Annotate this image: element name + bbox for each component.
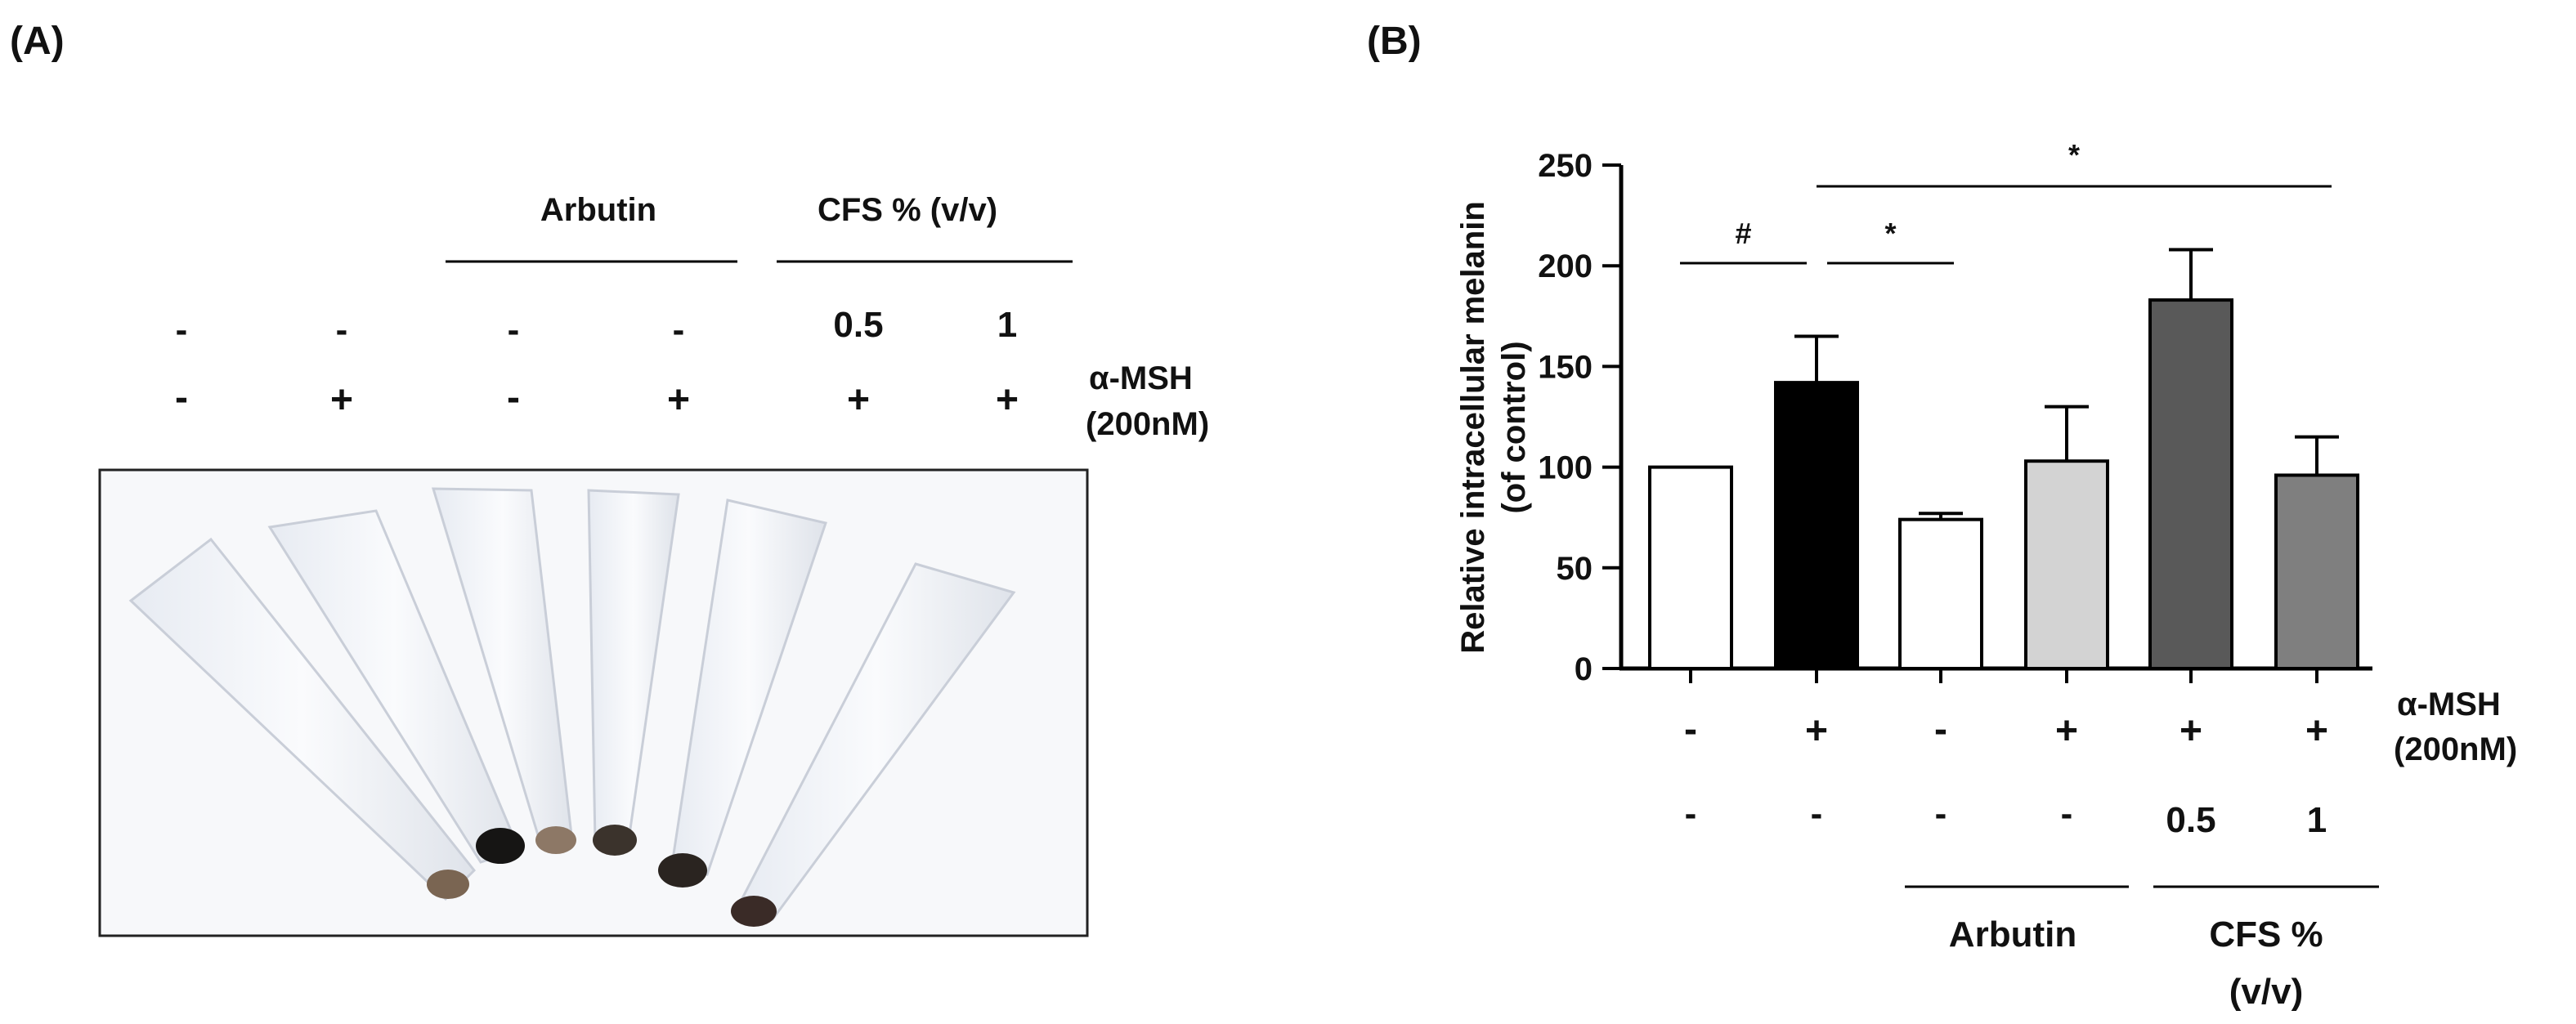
panel-a-msh-label: α-MSH [1089, 360, 1193, 396]
panel-a-cfs-cell: 1 [997, 305, 1017, 345]
panel-a-label: (A) [10, 20, 65, 63]
tube-1 [128, 537, 477, 901]
panel-a-cfs-label: CFS % (v/v) [818, 192, 997, 228]
tube-6 [731, 562, 1016, 927]
bar-2 [1774, 381, 1859, 670]
panel-b-cfs-cell: 1 [2307, 800, 2327, 840]
panel-b-cfs-cell: - [1811, 794, 1823, 834]
panel-a-cfs-cell: - [336, 310, 348, 350]
tube-2 [267, 509, 525, 864]
significance-symbol-3: * [2068, 138, 2080, 172]
panel-b-cfs-label-line2: (v/v) [2229, 972, 2303, 1012]
panel-a-msh-cell: + [330, 378, 353, 422]
y-tick-label: 200 [1538, 248, 1593, 284]
panel-b-msh-cell: - [1934, 708, 1947, 751]
panel-a-msh-cell: + [996, 378, 1019, 422]
panel-a-msh-cell: - [175, 376, 188, 419]
bar-4 [2024, 459, 2109, 671]
tube-4 [587, 489, 680, 856]
y-tick-label: 100 [1538, 450, 1593, 486]
panel-b-cfs-cell: - [1685, 794, 1697, 834]
panel-a-msh-cell: + [847, 378, 870, 422]
panel-b-msh-conc: (200nM) [2394, 731, 2517, 767]
bar-3 [1898, 517, 1983, 670]
tube-3 [431, 487, 576, 854]
panel-a-msh-cell: + [667, 378, 690, 422]
panel-a-cfs-cell: 0.5 [833, 305, 883, 345]
y-tick-label: 0 [1575, 651, 1593, 687]
panel-b-cfs-cell: - [1935, 794, 1947, 834]
panel-b-msh-cell: + [2305, 709, 2328, 753]
y-tick-label: 50 [1557, 551, 1593, 587]
panel-b-cfs-label-line1: CFS % [2209, 914, 2323, 955]
bar-5 [2148, 298, 2233, 670]
panel-a-cfs-cell: - [673, 310, 685, 350]
bar-series [1648, 248, 2359, 683]
panel-b-arbutin-label: Arbutin [1949, 914, 2076, 955]
y-tick-label: 150 [1538, 349, 1593, 385]
y-tick-label: 250 [1538, 148, 1593, 184]
panel-a-msh-conc: (200nM) [1086, 406, 1209, 442]
panel-b-msh-cell: + [1805, 709, 1828, 753]
panel-b-cfs-cell: - [2061, 794, 2073, 834]
y-ticks: 0 50 100 150 200 250 [1538, 148, 1621, 687]
bar-6 [2274, 473, 2359, 670]
panel-a-msh-cell: - [507, 376, 520, 419]
significance-symbol-2: * [1884, 217, 1896, 250]
panel-b-msh-cell: + [2180, 709, 2202, 753]
significance-brackets: # * * [1680, 138, 2332, 265]
significance-symbol-1: # [1735, 217, 1751, 250]
panel-b-label: (B) [1367, 20, 1422, 63]
panel-a-arbutin-label: Arbutin [540, 192, 656, 228]
y-axis-label-line1: Relative intracellular melanin [1455, 201, 1491, 654]
tubes-photo [98, 468, 1089, 937]
panel-b-msh-label: α-MSH [2397, 686, 2501, 722]
y-axis-label-line2: (of control) [1496, 341, 1532, 513]
panel-a-cfs-cell: - [508, 310, 520, 350]
tube-5 [658, 499, 827, 888]
panel-b-cfs-cell: 0.5 [2166, 800, 2215, 840]
panel-b-msh-cell: - [1684, 708, 1697, 751]
panel-a-cfs-cell: - [176, 310, 188, 350]
panel-b-msh-cell: + [2055, 709, 2078, 753]
bar-1 [1648, 465, 1733, 670]
